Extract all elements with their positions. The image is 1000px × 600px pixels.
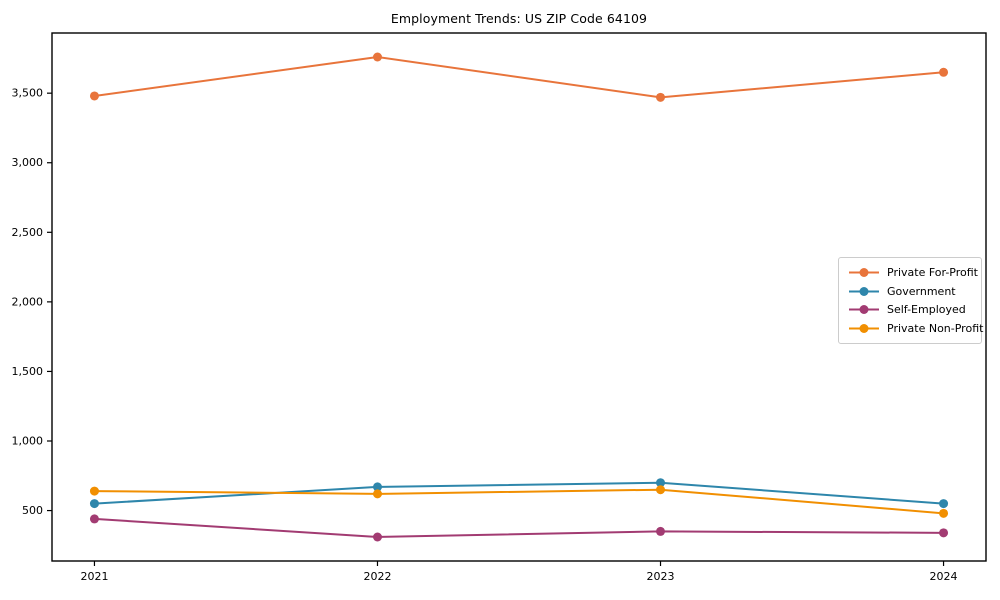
data-point-marker (372, 489, 382, 499)
series-line (94, 517, 944, 538)
data-point-marker (656, 526, 666, 536)
series-line (94, 488, 944, 515)
y-axis-tick-label: 1,000 (12, 435, 44, 448)
y-axis-tick-label: 1,500 (12, 365, 44, 378)
legend-item: Private Non-Profit (848, 322, 983, 335)
data-point-marker (89, 91, 99, 101)
legend-label: Self-Employed (887, 303, 966, 317)
data-point-marker (372, 482, 382, 492)
x-axis-tick-label: 2024 (930, 570, 958, 583)
legend-label: Private Non-Profit (887, 322, 984, 336)
data-point-marker (656, 92, 666, 102)
data-point-marker (939, 508, 949, 518)
data-point-marker (372, 532, 382, 542)
series-line (94, 481, 944, 505)
y-axis-tick-label: 3,000 (12, 156, 44, 169)
data-point-marker (939, 499, 949, 509)
legend-line-marker-swatch (849, 267, 879, 277)
data-point-marker (89, 514, 99, 524)
legend-item: Government (848, 285, 973, 298)
legend: Private For-Profit Government Self-Employe… (838, 257, 983, 344)
y-axis-tick-label: 3,500 (12, 87, 44, 100)
y-axis-tick-label: 2,500 (12, 226, 44, 239)
legend-line-marker-swatch (849, 324, 879, 334)
x-axis-tick-label: 2023 (647, 570, 675, 583)
x-axis-tick-label: 2022 (363, 570, 391, 583)
legend-item: Private For-Profit (848, 266, 978, 279)
legend-line-marker-swatch (849, 305, 879, 315)
data-point-marker (89, 499, 99, 509)
chart-title: Employment Trends: US ZIP Code 64109 (390, 11, 648, 26)
data-point-marker (656, 485, 666, 495)
y-axis-tick-label: 500 (22, 504, 43, 517)
data-point-marker (939, 528, 949, 538)
legend-item: Self-Employed (848, 303, 973, 316)
data-point-marker (89, 486, 99, 496)
legend-label: Government (887, 284, 956, 298)
legend-label: Private For-Profit (887, 265, 978, 279)
data-point-marker (372, 52, 382, 62)
series-line (94, 56, 944, 99)
data-point-marker (656, 478, 666, 488)
legend-line-marker-swatch (849, 286, 879, 296)
x-axis-tick-label: 2021 (80, 570, 108, 583)
data-point-marker (939, 67, 949, 77)
plot-area-frame (51, 32, 987, 562)
y-axis-tick-label: 2,000 (12, 295, 44, 308)
